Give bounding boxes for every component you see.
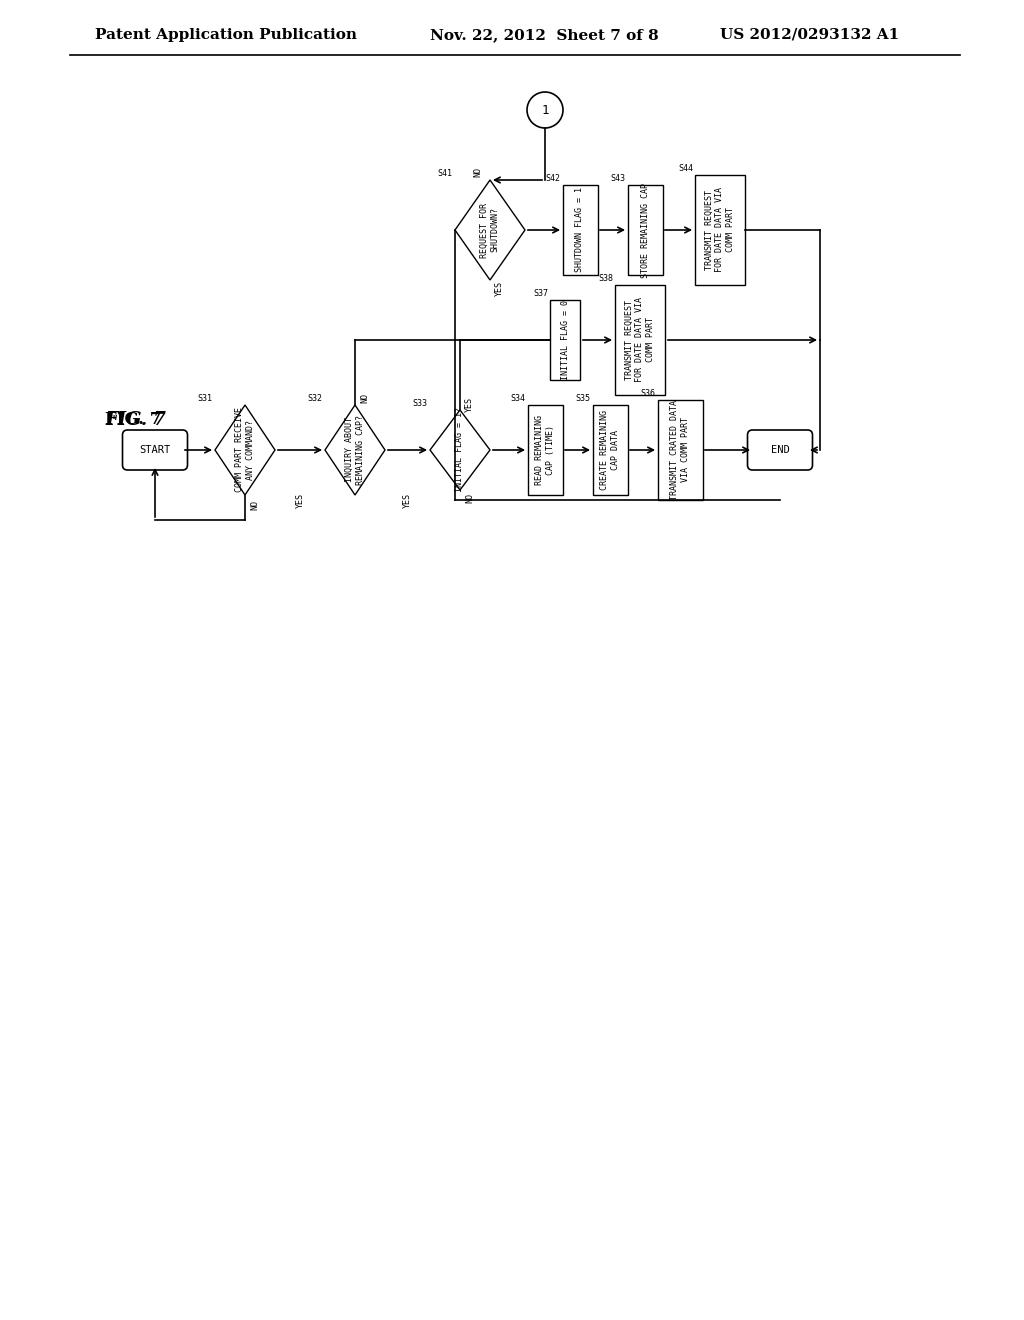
Text: NO: NO	[473, 168, 482, 177]
FancyBboxPatch shape	[657, 400, 702, 500]
Text: S35: S35	[575, 393, 591, 403]
Text: FIG. 7: FIG. 7	[105, 412, 162, 429]
Text: S41: S41	[437, 169, 452, 178]
Text: S42: S42	[546, 174, 560, 183]
Text: YES: YES	[296, 492, 304, 507]
Text: YES: YES	[495, 281, 504, 296]
Polygon shape	[430, 411, 490, 490]
Text: CREATE REMAINING
CAP DATA: CREATE REMAINING CAP DATA	[600, 411, 620, 490]
Text: END: END	[771, 445, 790, 455]
FancyBboxPatch shape	[562, 185, 597, 275]
Text: FIG. 7: FIG. 7	[105, 411, 166, 429]
Text: YES: YES	[465, 396, 474, 412]
Circle shape	[527, 92, 563, 128]
Text: TRANSMIT REQUEST
FOR DATE DATA VIA
COMM PART: TRANSMIT REQUEST FOR DATE DATA VIA COMM …	[706, 187, 735, 272]
Text: S38: S38	[598, 275, 613, 282]
Polygon shape	[215, 405, 275, 495]
Text: S34: S34	[511, 393, 525, 403]
FancyBboxPatch shape	[123, 430, 187, 470]
Text: INITIAL FLAG = 1?: INITIAL FLAG = 1?	[456, 408, 465, 492]
Text: S36: S36	[640, 389, 655, 399]
FancyBboxPatch shape	[628, 185, 663, 275]
FancyBboxPatch shape	[615, 285, 665, 395]
Text: STORE REMAINING CAP: STORE REMAINING CAP	[640, 182, 649, 277]
FancyBboxPatch shape	[695, 176, 745, 285]
Text: YES: YES	[403, 492, 412, 507]
Text: INITIAL FLAG = 0: INITIAL FLAG = 0	[560, 300, 569, 380]
Text: NO: NO	[465, 492, 474, 503]
Text: S44: S44	[678, 164, 693, 173]
Text: NO: NO	[250, 500, 259, 510]
Text: S31: S31	[197, 393, 212, 403]
Polygon shape	[455, 180, 525, 280]
Text: NO: NO	[360, 393, 369, 403]
Text: Nov. 22, 2012  Sheet 7 of 8: Nov. 22, 2012 Sheet 7 of 8	[430, 28, 658, 42]
Text: SHUTDOWN FLAG = 1: SHUTDOWN FLAG = 1	[575, 187, 585, 272]
Text: S37: S37	[534, 289, 548, 298]
Text: TRANSMIT REQUEST
FOR DATE DATA VIA
COMM PART: TRANSMIT REQUEST FOR DATE DATA VIA COMM …	[625, 297, 655, 383]
FancyBboxPatch shape	[593, 405, 628, 495]
Text: START: START	[139, 445, 171, 455]
Text: Patent Application Publication: Patent Application Publication	[95, 28, 357, 42]
Text: S43: S43	[610, 174, 626, 183]
Text: S32: S32	[307, 393, 322, 403]
Text: 1: 1	[542, 103, 549, 116]
Text: READ REMAINING
CAP (TIME): READ REMAINING CAP (TIME)	[536, 414, 555, 484]
Text: TRANSMIT CRATED DATA
VIA COMM PART: TRANSMIT CRATED DATA VIA COMM PART	[671, 400, 690, 500]
Polygon shape	[325, 405, 385, 495]
Text: REQUEST FOR
SHUTDOWN?: REQUEST FOR SHUTDOWN?	[480, 202, 500, 257]
FancyBboxPatch shape	[550, 300, 580, 380]
Text: COMM PART RECEIVE
ANY COMMAND?: COMM PART RECEIVE ANY COMMAND?	[236, 408, 255, 492]
FancyBboxPatch shape	[748, 430, 812, 470]
FancyBboxPatch shape	[527, 405, 562, 495]
Text: S33: S33	[412, 399, 427, 408]
Text: INQUIRY ABOUT
REMAINING CAP?: INQUIRY ABOUT REMAINING CAP?	[345, 414, 365, 484]
Text: US 2012/0293132 A1: US 2012/0293132 A1	[720, 28, 899, 42]
